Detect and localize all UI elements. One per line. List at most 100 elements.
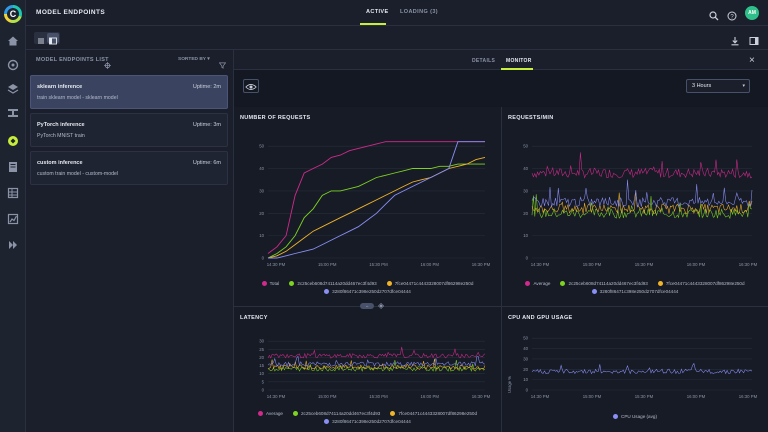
- chart-title: NUMBER OF REQUESTS: [240, 115, 311, 121]
- play-icon[interactable]: [7, 238, 19, 250]
- chart-latency: LATENCY 0 5 10 15 20 25 30 14:30 PM 15:00 PM 15:3…: [234, 307, 501, 432]
- view-toggle[interactable]: [34, 32, 60, 45]
- layers-icon[interactable]: [7, 82, 19, 94]
- legend-item[interactable]: 3280f86471c398e250d2707dfce04444: [324, 419, 411, 424]
- tab-monitor[interactable]: MONITOR: [506, 58, 532, 64]
- legend-label: 2c25ceb608d74114a20dd467ec3f4d93: [300, 411, 381, 416]
- chart-title: REQUESTS/MIN: [508, 115, 554, 121]
- model-endpoints-icon[interactable]: [7, 134, 19, 146]
- tab-active[interactable]: ACTIVE: [366, 9, 389, 15]
- legend-item[interactable]: Average: [525, 281, 550, 286]
- series-line: [531, 192, 753, 215]
- legend-dot-icon: [560, 281, 566, 286]
- x-tick-label: 14:30 PM: [531, 262, 550, 267]
- time-range-value: 3 Hours: [692, 83, 712, 89]
- tab-details[interactable]: DETAILS: [472, 58, 496, 64]
- legend-item[interactable]: CPU Usage (avg): [613, 414, 657, 419]
- legend-label: 3280f86471c398e250d2707dfce04444: [599, 289, 679, 294]
- chart-icon[interactable]: [7, 212, 19, 225]
- pipelines-icon[interactable]: [7, 106, 19, 118]
- left-rail: [0, 0, 26, 432]
- series-line: [267, 358, 486, 371]
- brain-icon[interactable]: [7, 58, 19, 71]
- y-tick-label: 20: [523, 211, 528, 216]
- eye-icon: [245, 84, 257, 90]
- endpoint-uptime: Uptime: 3m: [192, 122, 221, 128]
- x-tick-label: 15:00 PM: [318, 262, 337, 267]
- help-icon[interactable]: ?: [727, 8, 737, 21]
- legend-dot-icon: [386, 281, 392, 286]
- chart-title: LATENCY: [240, 315, 268, 321]
- legend-dot-icon: [613, 414, 618, 419]
- visibility-toggle[interactable]: [243, 79, 259, 93]
- chart-legend: Average 2c25ceb608d74114a20dd467ec3f4d93 7…: [502, 281, 768, 294]
- endpoint-desc: train sklearn model - sklearn model: [37, 95, 118, 101]
- chart-requests-per-min: REQUESTS/MIN 0 10 20 30 40 50 14:30 PM 15:00 PM…: [502, 107, 768, 306]
- chart-legend: Average 2c25ceb608d74114a20dd467ec3f4d93 7…: [234, 411, 501, 424]
- endpoint-card-pytorch[interactable]: PyTorch inference Uptime: 3m PyTorch MNI…: [30, 113, 228, 147]
- y-tick-label: 0: [262, 256, 265, 261]
- y-tick-label: 30: [259, 339, 264, 344]
- legend-item[interactable]: 7fce04471c4443328007df86298e250d: [390, 411, 477, 416]
- series-line: [531, 194, 753, 220]
- legend-item[interactable]: 7fce04471c4443328007df86298e250d: [386, 281, 473, 286]
- series-line: [267, 156, 486, 259]
- legend-item[interactable]: 7fce04471c4443328007df86298e250d: [657, 281, 745, 286]
- chart-legend: CPU Usage (avg): [502, 414, 768, 419]
- drag-icon[interactable]: ◈: [378, 301, 385, 310]
- tab-loading[interactable]: LOADING (3): [400, 9, 439, 15]
- chart-cpu-gpu-usage: CPU AND GPU USAGE Usage % 0 10 20 30 40 50 14:…: [502, 307, 768, 432]
- y-tick-label: 30: [523, 188, 528, 193]
- reports-icon[interactable]: [7, 160, 19, 172]
- legend-item[interactable]: 3280f86471c398e250d2707dfce04444: [591, 289, 679, 294]
- legend-label: 7fce04471c4443328007df86298e250d: [665, 281, 745, 286]
- download-icon[interactable]: [730, 33, 740, 46]
- series-line: [531, 362, 753, 375]
- series-line: [267, 163, 485, 259]
- series-line: [531, 152, 753, 179]
- split-view-icon[interactable]: [47, 33, 59, 45]
- crosshair-icon[interactable]: [104, 56, 111, 69]
- table-icon[interactable]: [7, 186, 19, 199]
- list-view-icon[interactable]: [35, 33, 47, 44]
- y-tick-label: 50: [259, 144, 264, 149]
- legend-label: 2c25ceb608d74114a20dd467ec3f4d93: [297, 281, 377, 286]
- endpoint-card-custom[interactable]: custom inference Uptime: 6m custom train…: [30, 151, 228, 185]
- chevron-down-icon: ▾: [742, 83, 745, 89]
- endpoint-card-sklearn[interactable]: sklearn inference Uptime: 2m train sklea…: [30, 75, 228, 109]
- page-title: MODEL ENDPOINTS: [36, 9, 106, 16]
- x-tick-label: 16:00 PM: [421, 394, 440, 399]
- close-icon[interactable]: ×: [749, 55, 755, 66]
- sorted-by-dropdown[interactable]: SORTED BY ▾: [178, 57, 210, 62]
- legend-item[interactable]: Total: [261, 281, 279, 286]
- legend-item[interactable]: 3280f86471c398e250d2707dfce04444: [324, 289, 411, 294]
- series-line: [267, 141, 485, 254]
- y-tick-label: 20: [523, 367, 528, 372]
- chart-plot: 0 5 10 15 20 25 30 14:30 PM 15:00 PM 15:30 PM 16:0…: [259, 339, 490, 399]
- time-range-select[interactable]: 3 Hours ▾: [686, 79, 750, 93]
- clearml-logo-icon[interactable]: [4, 5, 22, 23]
- y-tick-label: 40: [523, 166, 528, 171]
- y-tick-label: 40: [259, 166, 264, 171]
- chart-number-of-requests: NUMBER OF REQUESTS 0 10 20 30 40 50 14:30 PM 15…: [234, 107, 501, 306]
- legend-item[interactable]: 2c25ceb608d74114a20dd467ec3f4d93: [560, 281, 648, 286]
- legend-item[interactable]: Average: [257, 411, 283, 416]
- home-icon[interactable]: [7, 34, 19, 46]
- endpoint-uptime: Uptime: 6m: [192, 160, 221, 166]
- y-tick-label: 10: [523, 233, 528, 238]
- legend-item[interactable]: 2c25ceb608d74114a20dd467ec3f4d93: [292, 411, 381, 416]
- resize-handle[interactable]: ↔: [360, 303, 374, 309]
- filter-icon[interactable]: [218, 56, 227, 69]
- legend-dot-icon: [390, 411, 396, 416]
- search-icon[interactable]: [709, 8, 719, 21]
- info-panel-icon[interactable]: [749, 33, 759, 45]
- legend-label: 3280f86471c398e250d2707dfce04444: [332, 419, 411, 424]
- legend-dot-icon: [289, 281, 295, 286]
- legend-item[interactable]: 2c25ceb608d74114a20dd467ec3f4d93: [289, 281, 377, 286]
- user-avatar[interactable]: AM: [745, 6, 759, 20]
- legend-dot-icon: [257, 411, 263, 416]
- legend-label: Average: [533, 281, 551, 286]
- legend-label: CPU Usage (avg): [621, 414, 657, 419]
- detail-panel: DETAILS MONITOR × 3 Hours ▾ NUMBER OF RE…: [234, 50, 768, 432]
- y-tick-label: 5: [262, 379, 265, 384]
